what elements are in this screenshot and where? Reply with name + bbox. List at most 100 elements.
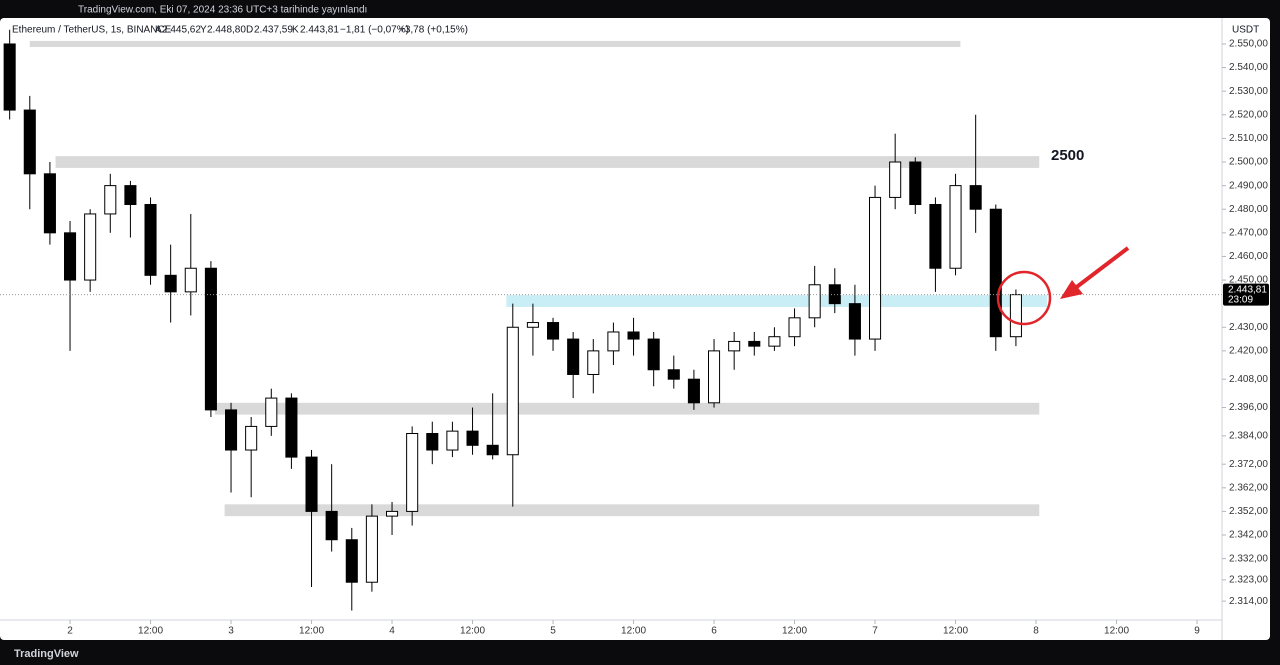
candle-body [43,173,56,234]
currency: USDT [1232,25,1259,36]
candle-body [768,336,781,347]
legend-key: Y [200,25,207,36]
x-tick-label: 12:00 [460,626,485,637]
candle-body [164,274,177,293]
y-tick-label: 2.470,00 [1229,227,1268,238]
candle-body [64,232,77,281]
level-zone [29,40,961,48]
candle-body [848,303,861,340]
countdown-label: 23:09 [1228,294,1253,305]
level-zone [214,402,1040,415]
y-tick-label: 2.372,00 [1229,459,1268,470]
candle-body [466,430,479,446]
x-tick-label: 5 [550,626,556,637]
y-tick-label: 2.342,00 [1229,530,1268,541]
candle-body [687,378,700,404]
legend-value: 2.443,81 [300,25,339,36]
candle-body [365,515,378,583]
candle-body [909,161,922,206]
y-tick-label: 2.332,00 [1229,553,1268,564]
legend-key: A [155,25,162,36]
candle-body [84,213,97,281]
ohlc-legend: Ethereum / TetherUS, 1s, BINANCE A 2.445… [12,25,468,36]
level-zone [55,156,1040,168]
x-tick-label: 12:00 [782,626,807,637]
candle-body [607,331,620,352]
candle-body [1009,294,1022,338]
y-tick-label: 2.314,00 [1229,596,1268,607]
candle-body [104,185,117,215]
last-price-label: 2.443,81 [1228,284,1267,295]
candle-body [265,397,278,427]
x-tick-label: 7 [872,626,878,637]
legend-value: 2.437,59 [254,25,293,36]
legend-key: D [246,25,253,36]
brand: TradingView [14,648,79,660]
candle-body [225,409,238,451]
y-tick-label: 2.490,00 [1229,180,1268,191]
candle-body [627,331,640,340]
x-tick-label: 4 [389,626,395,637]
candle-body [325,510,338,541]
x-tick-label: 9 [1194,626,1200,637]
arrow-shaft [1072,246,1130,291]
y-tick-label: 2.352,00 [1229,506,1268,517]
legend-value: 2.448,80 [207,25,246,36]
candle-body [889,161,902,198]
candle-body [406,432,419,512]
plot-area [0,29,1222,611]
level-zone [506,295,1048,307]
y-tick-label: 2.530,00 [1229,86,1268,97]
y-tick-label: 2.323,00 [1229,575,1268,586]
candle-body [144,204,157,276]
y-tick-label: 2.420,00 [1229,346,1268,357]
candle-body [204,267,217,411]
candle-body [526,322,539,328]
x-tick-label: 8 [1033,626,1039,637]
candle-body [506,326,519,456]
y-tick-label: 2.396,00 [1229,402,1268,413]
candle-body [547,322,560,340]
candle-body [23,109,36,175]
candle-body [728,340,741,352]
x-tick-label: 12:00 [621,626,646,637]
y-tick-label: 2.430,00 [1229,322,1268,333]
legend-value: 2.445,62 [162,25,201,36]
y-tick-label: 2.480,00 [1229,204,1268,215]
x-tick-label: 12:00 [138,626,163,637]
highlight-circle [996,270,1052,326]
candle-body [748,340,761,347]
drawings: 2500 [996,147,1130,326]
candle-body [305,456,318,512]
level-zone [224,504,1040,517]
y-tick-label: 2.520,00 [1229,109,1268,120]
legend-key: K [292,25,299,36]
last-price-box [1223,283,1269,306]
candle-body [587,350,600,375]
candle-body [949,185,962,269]
x-tick-label: 12:00 [299,626,324,637]
candle-body [708,350,721,404]
candle-body [667,369,680,380]
candle-body [285,397,298,458]
published-note: TradingView.com, Eki 07, 2024 23:36 UTC+… [78,5,367,16]
arrow-head [1060,280,1083,299]
x-tick-label: 12:00 [943,626,968,637]
x-tick-label: 3 [228,626,234,637]
candle-body [929,204,942,269]
x-tick-label: 12:00 [1104,626,1129,637]
candle-body [647,338,660,371]
candle-body [808,284,821,319]
candle-body [869,196,882,340]
x-tick-label: 2 [67,626,73,637]
y-tick-label: 2.540,00 [1229,62,1268,73]
y-tick-label: 2.500,00 [1229,157,1268,168]
y-tick-label: 2.408,00 [1229,374,1268,385]
chart-panel [0,18,1270,640]
candle-body [788,317,801,338]
x-tick-label: 6 [711,626,717,637]
candle-body [969,185,982,210]
candle-body [245,425,258,451]
